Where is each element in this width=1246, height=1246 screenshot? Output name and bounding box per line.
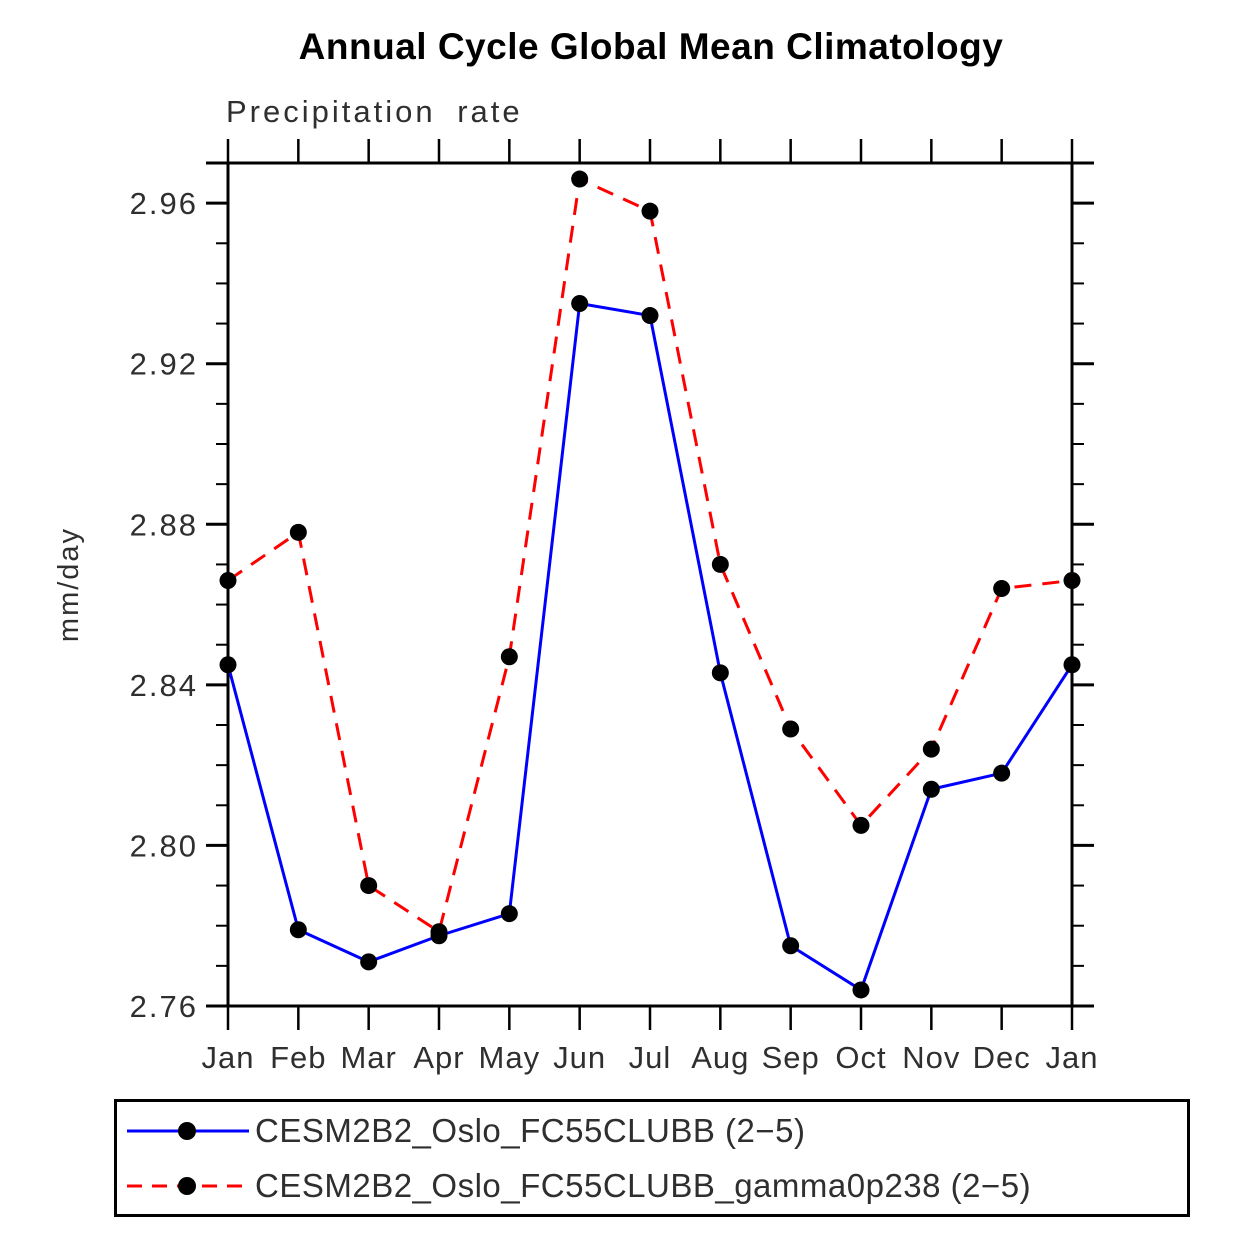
data-point-s1-5 bbox=[571, 170, 589, 188]
x-axis-tick-label: Oct bbox=[835, 1040, 886, 1075]
data-point-s0-12 bbox=[1063, 656, 1081, 674]
data-point-s0-8 bbox=[782, 937, 800, 955]
x-axis-tick-label: Nov bbox=[902, 1040, 960, 1075]
plot-frame bbox=[226, 161, 1074, 1008]
series-line-1 bbox=[227, 177, 1073, 934]
legend-item-series-1: CESM2B2_Oslo_FC55CLUBB_gamma0p238 (2−5) bbox=[117, 1158, 1187, 1213]
x-axis-tick-label: Jan bbox=[1046, 1040, 1099, 1075]
legend-line-sample-solid bbox=[127, 1121, 249, 1140]
data-point-s1-2 bbox=[360, 877, 378, 895]
data-point-s0-5 bbox=[571, 295, 589, 312]
legend-label-series-1: CESM2B2_Oslo_FC55CLUBB_gamma0p238 (2−5) bbox=[255, 1166, 1032, 1204]
data-point-s0-2 bbox=[360, 953, 378, 971]
data-point-s1-4 bbox=[500, 648, 518, 666]
x-axis-tick-label: Jul bbox=[629, 1040, 672, 1075]
series-line-0 bbox=[226, 302, 1074, 992]
y-axis-tick-label: 2.92 bbox=[130, 347, 198, 382]
data-point-s1-12 bbox=[1063, 571, 1081, 589]
y-axis-title: mm/day bbox=[53, 527, 85, 642]
y-axis-tick-label: 2.76 bbox=[130, 989, 198, 1024]
data-point-s0-7 bbox=[711, 664, 729, 682]
data-point-s1-11 bbox=[993, 580, 1011, 598]
data-point-s1-9 bbox=[852, 816, 870, 834]
data-point-s1-7 bbox=[711, 555, 729, 573]
x-axis-tick-label: Sep bbox=[762, 1040, 820, 1075]
legend-label-series-0: CESM2B2_Oslo_FC55CLUBB (2−5) bbox=[255, 1111, 806, 1149]
y-axis-tick-label: 2.84 bbox=[130, 668, 198, 703]
chart-title: Annual Cycle Global Mean Climatology bbox=[298, 26, 1004, 67]
x-axis-tick-label: May bbox=[479, 1040, 541, 1075]
data-point-s1-10 bbox=[922, 740, 940, 758]
x-axis-tick-label: Mar bbox=[340, 1040, 396, 1075]
legend-line-sample-dashed bbox=[127, 1176, 249, 1195]
data-point-s0-10 bbox=[922, 780, 940, 798]
data-point-s0-1 bbox=[289, 921, 307, 939]
x-axis-tick-label: Apr bbox=[413, 1040, 464, 1075]
data-point-s1-3 bbox=[430, 923, 448, 941]
x-axis-tick-label: Jun bbox=[553, 1040, 606, 1075]
x-axis-tick-label: Aug bbox=[691, 1040, 749, 1075]
data-point-s0-11 bbox=[993, 764, 1011, 782]
x-axis-tick-label: Dec bbox=[973, 1040, 1031, 1075]
chart-subtitle: Precipitation rate bbox=[226, 94, 523, 129]
data-point-s1-8 bbox=[782, 720, 800, 738]
data-point-s1-0 bbox=[219, 571, 237, 589]
x-axis-tick-label: Jan bbox=[202, 1040, 255, 1075]
data-point-s0-6 bbox=[641, 307, 659, 325]
y-axis-tick-label: 2.96 bbox=[130, 186, 198, 221]
y-axis-tick-label: 2.80 bbox=[130, 828, 198, 863]
legend-box: CESM2B2_Oslo_FC55CLUBB (2−5) CESM2B2_Osl… bbox=[114, 1099, 1190, 1217]
legend-marker-icon bbox=[178, 1121, 196, 1140]
data-point-s0-9 bbox=[852, 981, 870, 999]
y-axis-tick-label: 2.88 bbox=[130, 507, 198, 542]
data-point-s0-4 bbox=[500, 905, 518, 923]
data-point-s1-1 bbox=[289, 523, 307, 541]
legend-marker-icon bbox=[178, 1176, 196, 1195]
legend-item-series-0: CESM2B2_Oslo_FC55CLUBB (2−5) bbox=[117, 1103, 1187, 1158]
x-axis-tick-label: Feb bbox=[270, 1040, 326, 1075]
data-point-s0-0 bbox=[219, 656, 237, 674]
data-point-s1-6 bbox=[641, 202, 659, 220]
